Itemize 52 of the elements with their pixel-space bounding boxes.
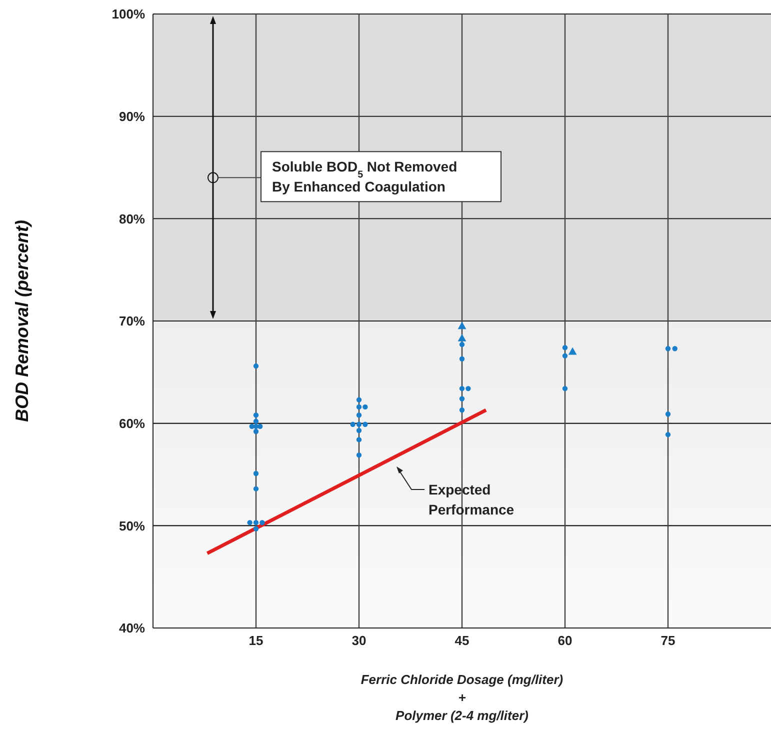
point — [253, 520, 259, 526]
y-tick-label: 60% — [118, 416, 146, 431]
point — [459, 342, 465, 348]
y-tick-label: 100% — [112, 6, 146, 22]
point — [260, 520, 265, 526]
point — [459, 407, 465, 413]
y-tick-label: 40% — [118, 620, 146, 636]
x-axis-title: Ferric Chloride Dosage (mg/liter) + Polymer (2-4 mg/liter) — [360, 672, 564, 723]
point — [665, 432, 671, 438]
y-tick-label: 50% — [118, 518, 146, 534]
point — [253, 412, 259, 418]
point — [568, 347, 577, 355]
point — [258, 424, 263, 430]
point — [356, 428, 362, 434]
point — [562, 386, 568, 392]
point — [356, 404, 362, 410]
x-tick-label: 60 — [558, 633, 572, 648]
x-tick-label: 15 — [248, 633, 264, 648]
point — [665, 346, 671, 352]
point — [253, 428, 259, 434]
x-tick-label: 45 — [454, 633, 470, 648]
y-tick-label: 90% — [118, 108, 146, 124]
point — [672, 346, 678, 352]
x-tick-label: 30 — [352, 633, 366, 648]
point — [562, 345, 568, 350]
point — [562, 353, 568, 358]
point — [458, 322, 466, 330]
point — [253, 418, 259, 424]
point — [459, 386, 465, 392]
point — [362, 422, 368, 427]
point — [356, 412, 362, 418]
point — [356, 397, 362, 402]
point — [253, 470, 259, 476]
y-tick-label: 70% — [118, 314, 146, 329]
band-label: Soluble BOD$_{5}$ Not Removed By Enhanced Coagulation — [272, 158, 458, 195]
point — [253, 526, 259, 532]
point — [350, 422, 356, 427]
y-axis-title: BOD Removal (percent) — [12, 220, 32, 422]
point — [459, 356, 465, 362]
point — [459, 396, 465, 402]
point — [356, 452, 362, 458]
point — [356, 437, 362, 442]
point — [466, 386, 471, 392]
y-tick-label: 80% — [118, 211, 146, 226]
point — [362, 404, 368, 410]
point — [665, 412, 671, 417]
point — [253, 363, 259, 369]
x-tick-label: 75 — [660, 633, 676, 648]
point — [253, 486, 259, 492]
point — [356, 422, 362, 427]
point — [247, 520, 252, 526]
point — [458, 334, 466, 342]
